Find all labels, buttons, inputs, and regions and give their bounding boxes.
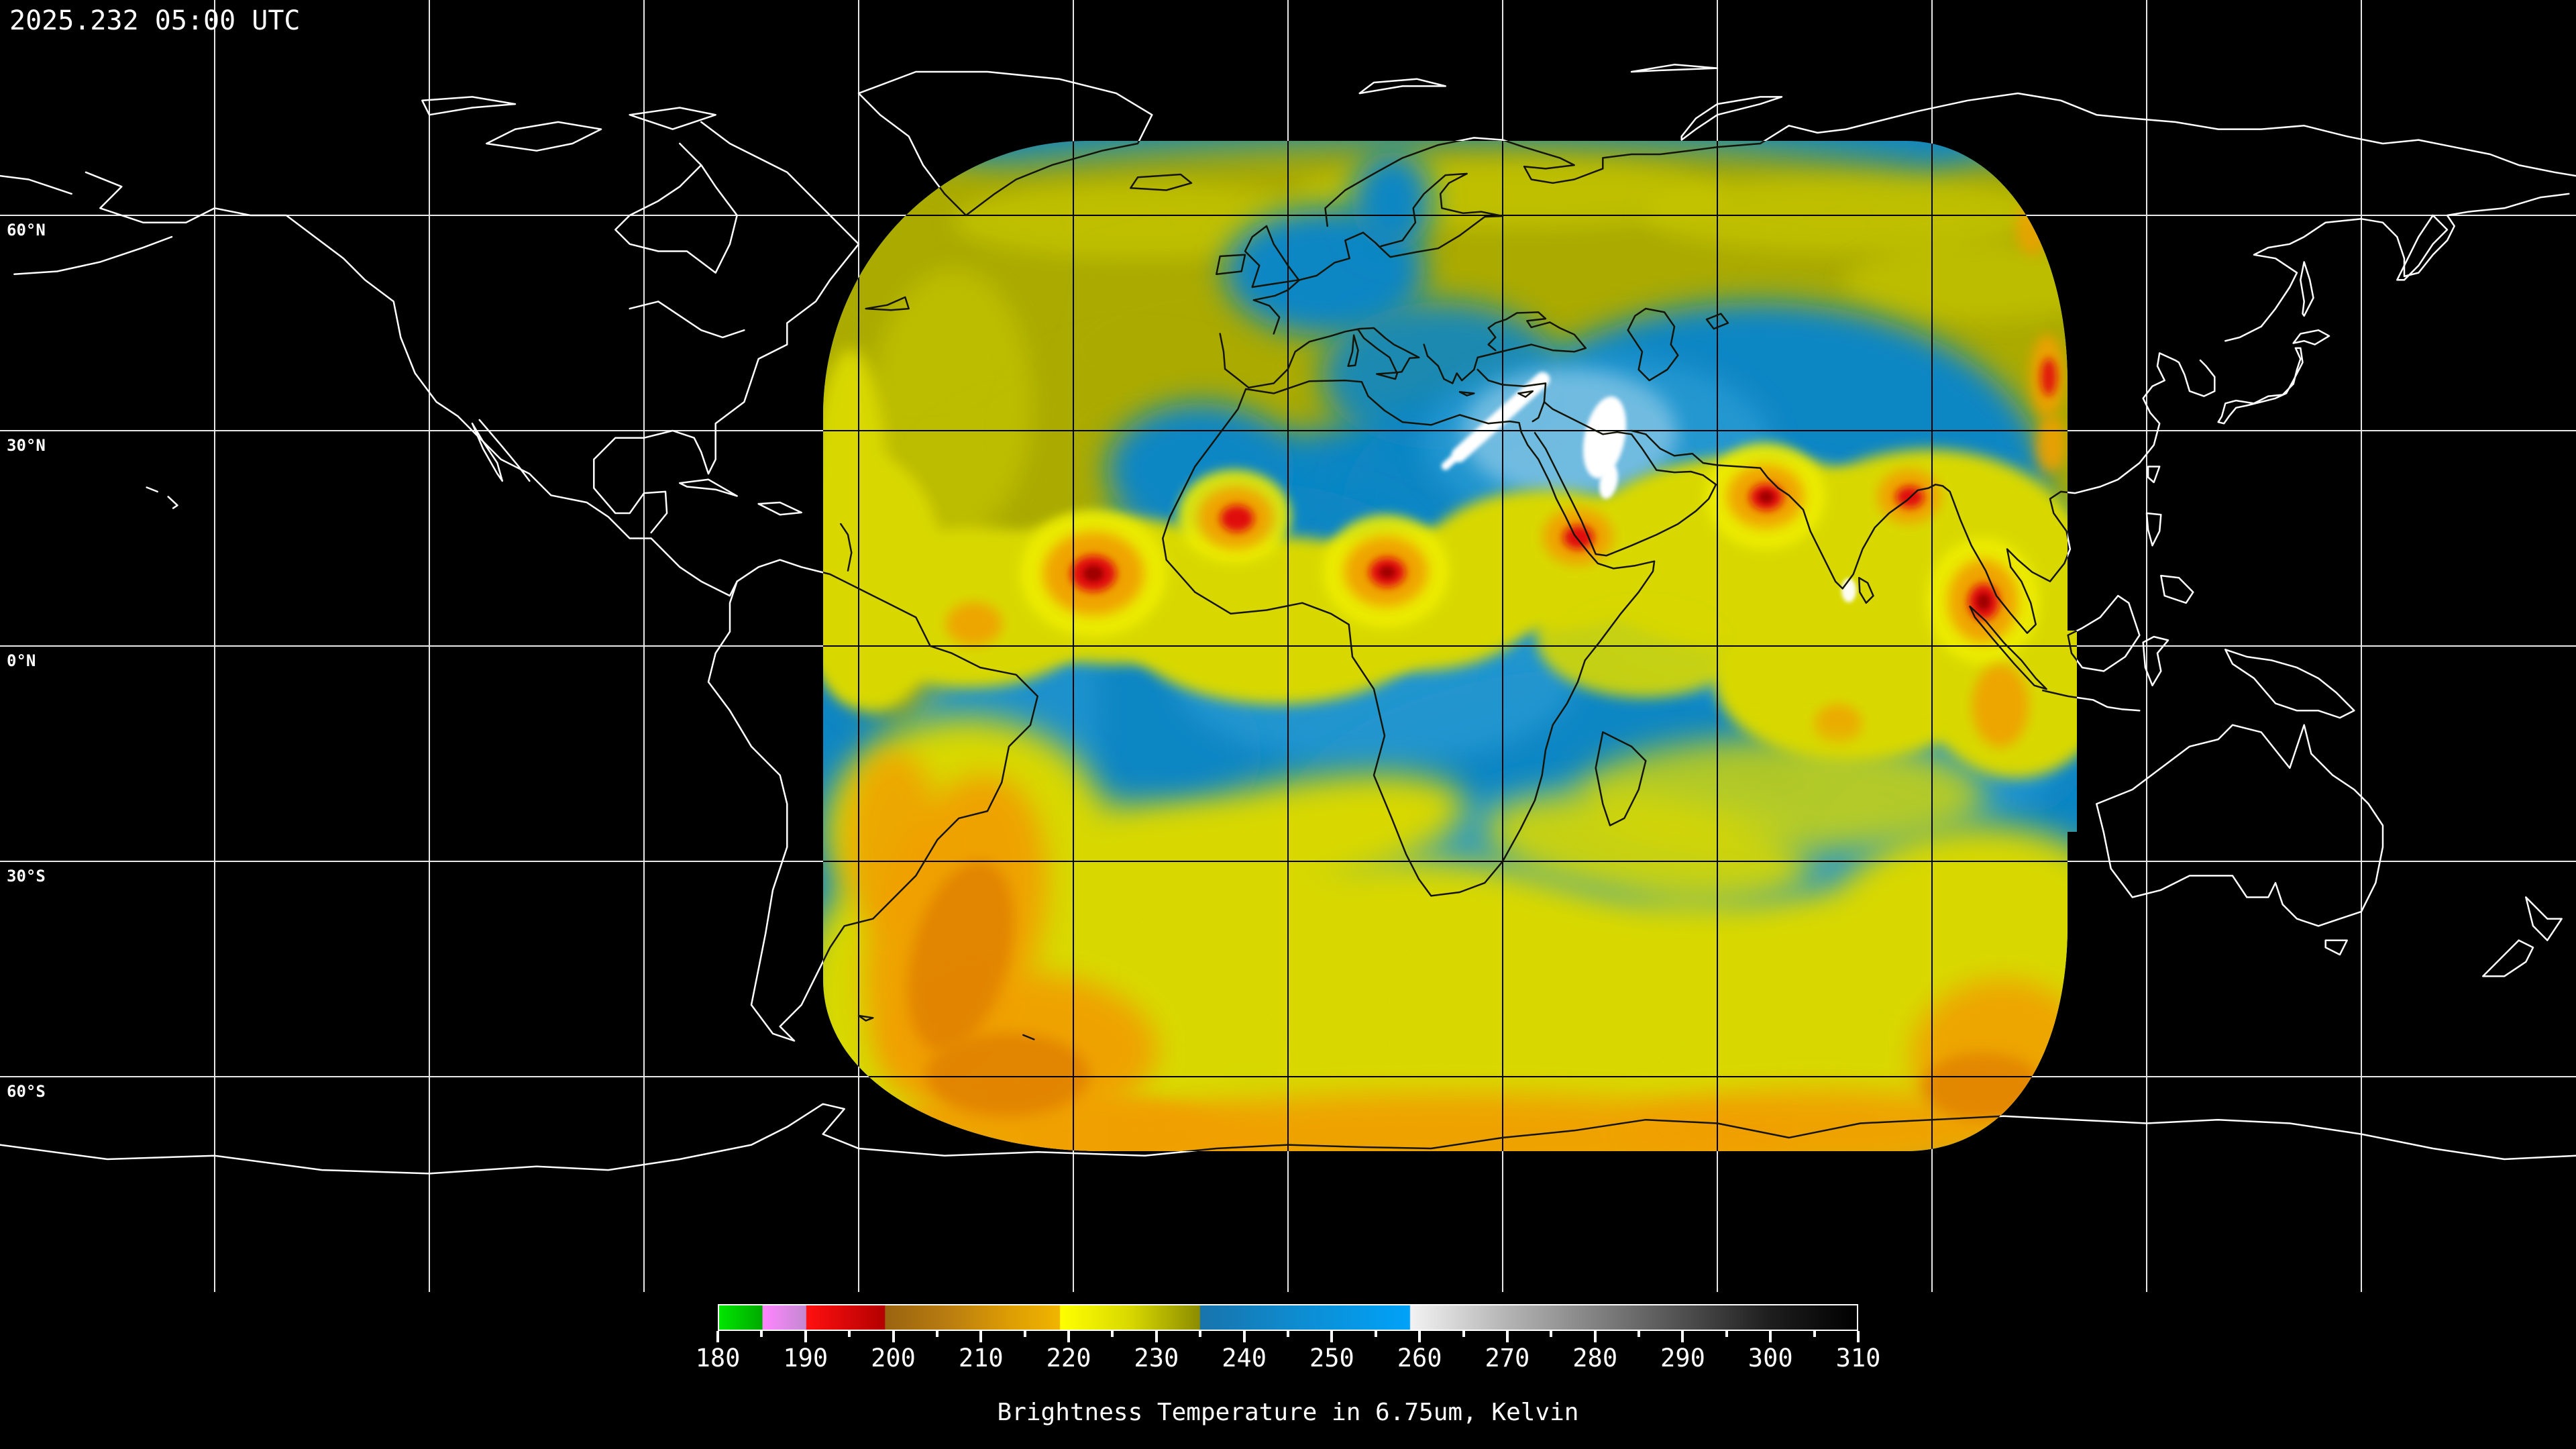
- colorbar-tick-label: 290: [1660, 1344, 1705, 1373]
- satellite-disk: [823, 141, 2077, 1151]
- latitude-label: 60°N: [7, 221, 46, 239]
- colorbar-minor-tick: [1374, 1331, 1377, 1337]
- colorbar-minor-tick: [1462, 1331, 1465, 1337]
- latitude-label: 0°N: [7, 651, 36, 670]
- timestamp-label: 2025.232 05:00 UTC: [9, 5, 301, 36]
- colorbar-title: Brightness Temperature in 6.75um, Kelvin: [997, 1399, 1579, 1426]
- colorbar-major-tick: [1330, 1331, 1334, 1342]
- colorbar-major-tick: [716, 1331, 719, 1342]
- colorbar-tick-label: 200: [871, 1344, 916, 1373]
- colorbar-tick-label: 300: [1748, 1344, 1793, 1373]
- colorbar-minor-tick: [1199, 1331, 1202, 1337]
- colorbar-major-tick: [1857, 1331, 1860, 1342]
- latitude-label: 30°S: [7, 867, 46, 885]
- colorbar-major-tick: [1769, 1331, 1772, 1342]
- colorbar-major-tick: [892, 1331, 895, 1342]
- colorbar-minor-tick: [848, 1331, 851, 1337]
- colorbar-minor-tick: [1725, 1331, 1728, 1337]
- latitude-label: 30°N: [7, 436, 46, 455]
- latitude-label: 60°S: [7, 1082, 46, 1101]
- colorbar-major-tick: [1155, 1331, 1158, 1342]
- colorbar-major-tick: [804, 1331, 807, 1342]
- colorbar-minor-tick: [760, 1331, 763, 1337]
- colorbar-tick-label: 180: [695, 1344, 741, 1373]
- colorbar-tick-label: 280: [1572, 1344, 1618, 1373]
- colorbar-major-tick: [1418, 1331, 1421, 1342]
- colorbar-tick-label: 240: [1222, 1344, 1267, 1373]
- colorbar-tick-label: 190: [783, 1344, 828, 1373]
- colorbar-tick-label: 220: [1046, 1344, 1091, 1373]
- colorbar-major-tick: [1067, 1331, 1071, 1342]
- colorbar-major-tick: [1242, 1331, 1246, 1342]
- colorbar-gradient: [718, 1304, 1858, 1331]
- cold-cloud-streaks: [1441, 372, 1550, 470]
- colorbar-tick-label: 230: [1134, 1344, 1179, 1373]
- colorbar-tick-label: 310: [1835, 1344, 1881, 1373]
- colorbar-minor-tick: [1287, 1331, 1289, 1337]
- colorbar-tick-label: 250: [1309, 1344, 1354, 1373]
- colorbar-minor-tick: [935, 1331, 938, 1337]
- colorbar-minor-tick: [1550, 1331, 1553, 1337]
- colorbar-minor-tick: [1023, 1331, 1026, 1337]
- colorbar-major-tick: [1681, 1331, 1684, 1342]
- colorbar-major-tick: [1505, 1331, 1509, 1342]
- colorbar-major-tick: [1593, 1331, 1597, 1342]
- colorbar-minor-tick: [1111, 1331, 1114, 1337]
- colorbar-minor-tick: [1638, 1331, 1641, 1337]
- colorbar-major-tick: [979, 1331, 983, 1342]
- colorbar-tick-label: 260: [1397, 1344, 1442, 1373]
- colorbar-minor-tick: [1813, 1331, 1816, 1337]
- colorbar-tick-label: 270: [1485, 1344, 1530, 1373]
- colorbar-tick-label: 210: [958, 1344, 1004, 1373]
